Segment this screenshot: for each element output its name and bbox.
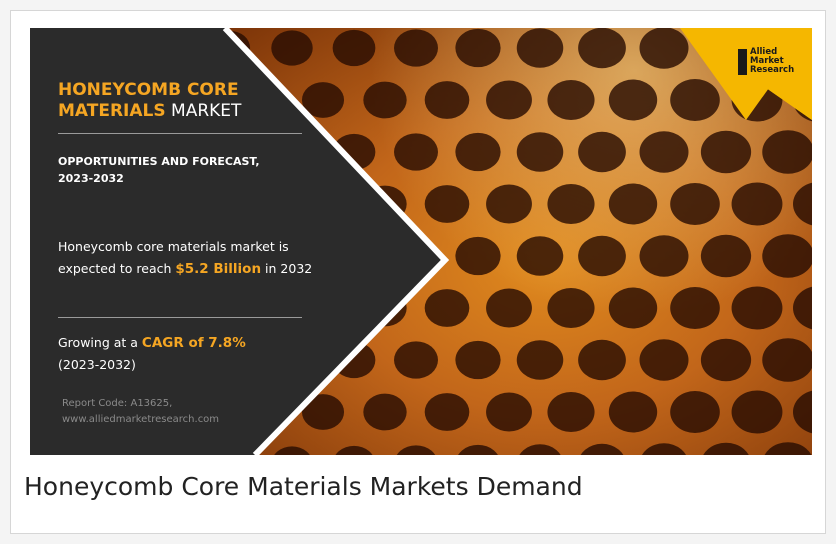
image-caption: Honeycomb Core Materials Markets Demand xyxy=(24,472,583,501)
logo-mark-icon xyxy=(738,49,747,75)
honeycomb-cell xyxy=(670,390,720,434)
honeycomb-cell xyxy=(424,393,470,431)
divider xyxy=(58,317,302,318)
cagr-text: Growing at a CAGR of 7.8% (2023-2032) xyxy=(58,335,246,372)
honeycomb-cell xyxy=(639,235,689,277)
honeycomb-cell xyxy=(641,443,687,455)
honeycomb-cell xyxy=(700,234,752,278)
honeycomb-cell xyxy=(519,444,561,455)
honeycomb-cell xyxy=(608,391,658,433)
honeycomb-cell xyxy=(639,131,689,173)
info-panel xyxy=(30,28,460,455)
honeycomb-cell xyxy=(301,82,345,118)
honeycomb-cell xyxy=(424,289,470,327)
honeycomb-cell xyxy=(639,28,689,69)
honeycomb-cell xyxy=(580,443,624,455)
honeycomb-cell xyxy=(731,390,783,434)
honeycomb-cell xyxy=(547,288,595,328)
honeycomb-cell xyxy=(608,287,658,329)
honeycomb-cell xyxy=(639,339,689,381)
honeycomb-cell xyxy=(608,79,658,121)
honeycomb-cell xyxy=(335,445,373,455)
honeycomb-cell xyxy=(486,184,532,224)
honeycomb-cell xyxy=(396,445,436,455)
honeycomb-cell xyxy=(731,182,783,226)
honeycomb-cell xyxy=(486,392,532,432)
honeycomb-cell xyxy=(578,28,626,69)
honeycomb-cell xyxy=(394,29,438,67)
honeycomb-cell xyxy=(762,234,812,278)
honeycomb-cell xyxy=(700,338,752,382)
honeycomb-cell xyxy=(394,133,438,171)
honeycomb-cell xyxy=(424,81,470,119)
honeycomb-cell xyxy=(762,130,812,174)
honeycomb-cell xyxy=(455,340,501,380)
honeycomb-cell xyxy=(332,29,376,67)
honeycomb-cell xyxy=(670,78,720,122)
banner-subtitle: OPPORTUNITIES AND FORECAST, 2023-2032 xyxy=(58,155,260,185)
honeycomb-cell xyxy=(670,182,720,226)
honeycomb-cell xyxy=(363,81,407,119)
honeycomb-cell xyxy=(547,80,595,120)
honeycomb-cell xyxy=(608,183,658,225)
honeycomb-cell xyxy=(301,394,345,430)
honeycomb-cell xyxy=(578,339,626,381)
honeycomb-cell xyxy=(424,185,470,223)
honeycomb-cell xyxy=(516,340,564,380)
honeycomb-cell xyxy=(455,28,501,68)
honeycomb-cell xyxy=(271,30,313,66)
market-banner-image[interactable]: HONEYCOMB CORE MATERIALS MARKET OPPORTUN… xyxy=(30,28,812,455)
honeycomb-cell xyxy=(486,80,532,120)
honeycomb-cell xyxy=(455,236,501,276)
honeycomb-cell xyxy=(274,446,310,455)
honeycomb-cell xyxy=(516,28,564,68)
market-value-text: Honeycomb core materials market is expec… xyxy=(58,239,313,277)
honeycomb-cell xyxy=(363,393,407,431)
honeycomb-cell xyxy=(762,338,812,382)
honeycomb-cell xyxy=(547,392,595,432)
divider xyxy=(58,133,302,134)
honeycomb-cell xyxy=(578,235,626,277)
honeycomb-cell xyxy=(731,286,783,330)
honeycomb-cell xyxy=(700,130,752,174)
honeycomb-cell xyxy=(764,442,812,455)
honeycomb-cell xyxy=(670,286,720,330)
report-footer: Report Code: A13625, www.alliedmarketres… xyxy=(62,398,220,425)
honeycomb-cell xyxy=(793,182,812,226)
honeycomb-cell xyxy=(458,444,498,455)
honeycomb-cell xyxy=(394,341,438,379)
honeycomb-cell xyxy=(578,131,626,173)
honeycomb-cell xyxy=(455,132,501,172)
honeycomb-cell xyxy=(793,286,812,330)
allied-market-research-logo-icon: Allied Market Research xyxy=(680,28,812,120)
honeycomb-cell xyxy=(703,442,749,455)
banner-title: HONEYCOMB CORE MATERIALS MARKET xyxy=(58,80,242,121)
honeycomb-cell xyxy=(547,184,595,224)
honeycomb-cell xyxy=(516,236,564,276)
logo-text: Allied Market Research xyxy=(750,47,795,75)
honeycomb-cell xyxy=(793,390,812,434)
honeycomb-cell xyxy=(486,288,532,328)
honeycomb-cell xyxy=(516,132,564,172)
